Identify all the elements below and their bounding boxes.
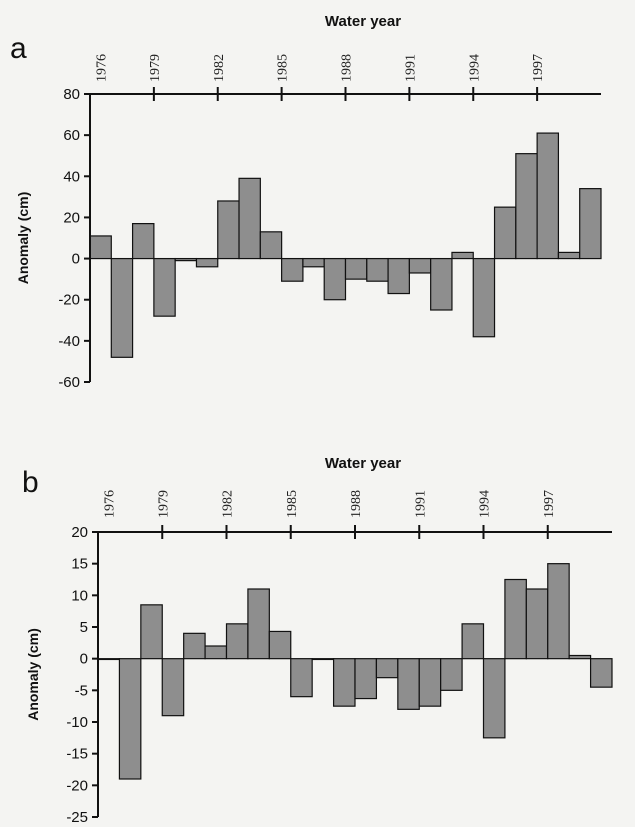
panel-b-y-tick-label--25: -25 (66, 809, 88, 826)
panel-a-x-tick-label-1991: 1991 (403, 54, 418, 82)
panel-a-y-tick-label-20: 20 (63, 209, 80, 226)
panel-a-bar-1993 (451, 251, 474, 260)
panel-a-bar-1987 (323, 257, 347, 301)
panel-b-bar-1980 (183, 632, 206, 660)
panel-a-x-tick-label-1985: 1985 (276, 54, 291, 82)
panel-b-bar-1997 (547, 563, 570, 660)
panel-b-y-tick-label-10: 10 (71, 587, 88, 604)
panel-b-y-tick-label--15: -15 (66, 746, 88, 763)
panel-a-y-tick-label-60: 60 (63, 127, 80, 144)
panel-b-label: b (22, 466, 39, 499)
panel-a-bar-1977 (110, 257, 134, 358)
panel-b-x-tick-label-1985: 1985 (285, 490, 300, 518)
panel-b-y-axis-title: Anomaly (cm) (25, 628, 41, 721)
panel-b-y-tick-label-15: 15 (71, 556, 88, 573)
panel-a-bar-1991 (408, 257, 432, 274)
panel-b-bar-1986 (311, 658, 335, 661)
panel-b-y-tick-label--5: -5 (75, 682, 88, 699)
panel-a-bar-1979 (153, 257, 176, 317)
panel-b-bar-1982 (225, 623, 249, 660)
panel-a-bar-1986 (302, 257, 325, 268)
panel-b-bar-1989 (375, 658, 399, 679)
panel-b-bar-1999 (589, 658, 613, 688)
panel-a-bar-1995 (493, 206, 517, 260)
panel-b-y-tick-label-20: 20 (71, 524, 88, 541)
panel-a-bar-1978 (131, 223, 155, 260)
panel-a-y-axis-title: Anomaly (cm) (15, 192, 31, 285)
panel-b-x-tick-label-1982: 1982 (221, 490, 236, 518)
panel-b-bar-1983 (247, 588, 270, 660)
panel-b-y-tick-label--20: -20 (66, 777, 88, 794)
panel-a-bar-1976 (89, 235, 112, 260)
panel-a-x-tick-label-1988: 1988 (340, 54, 355, 82)
panel-a-bar-1996 (515, 153, 538, 260)
panel-a-x-tick-label-1979: 1979 (148, 54, 163, 82)
panel-b-y-tick-label-0: 0 (80, 651, 88, 668)
panel-b-bar-1996 (525, 588, 549, 660)
panel-a-label: a (10, 32, 27, 65)
panel-b-x-tick-label-1997: 1997 (542, 490, 557, 518)
panel-a-y-tick-label-0: 0 (72, 251, 80, 268)
panel-b-bar-1987 (332, 658, 356, 707)
panel-b-bar-1978 (140, 604, 163, 660)
panel-a-x-axis-title: Water year (325, 13, 401, 30)
panel-a-bar-1980 (174, 257, 198, 262)
panel-a-y-tick-label-80: 80 (63, 86, 80, 103)
panel-a-y-tick-label--40: -40 (58, 333, 80, 350)
panel-a-bar-1985 (281, 257, 304, 282)
panel-b-bar-1985 (290, 658, 313, 698)
panel-b-bar-1979 (161, 658, 185, 717)
panel-b-bar-1992 (440, 658, 463, 691)
panel-a-y-tick-label--60: -60 (58, 374, 80, 391)
panel-a-x-tick-label-1994: 1994 (467, 54, 482, 82)
panel-b-x-tick-label-1994: 1994 (478, 490, 493, 518)
panel-a-bar-1983 (238, 177, 261, 260)
panel-a-bar-1989 (366, 257, 389, 282)
panel-b-bar-1984 (268, 630, 292, 660)
panel-b-bar-1988 (354, 658, 378, 700)
panel-b-bar-1998 (568, 654, 592, 660)
panel-b-x-tick-label-1976: 1976 (103, 490, 118, 518)
panel-b-bar-1977 (118, 658, 142, 780)
panel-a-bar-1997 (536, 132, 560, 260)
panel-a-bar-1998 (557, 251, 581, 260)
panel-b-y-tick-label-5: 5 (80, 619, 88, 636)
panel-b-x-tick-label-1991: 1991 (413, 490, 428, 518)
panel-b-bar-1994 (482, 658, 506, 739)
panel-b-bar-1993 (461, 623, 485, 660)
panel-a-bar-1982 (217, 200, 240, 260)
panel-b-x-tick-label-1979: 1979 (156, 490, 171, 518)
panel-a-bar-1990 (387, 257, 410, 295)
panel-a-bar-1999 (579, 188, 602, 260)
panel-b-x-tick-label-1988: 1988 (349, 490, 364, 518)
panel-a-y-tick-label-40: 40 (63, 168, 80, 185)
panel-a-x-tick-label-1997: 1997 (531, 54, 546, 82)
panel-a-bar-1984 (259, 231, 283, 260)
panel-b-bar-1981 (204, 645, 228, 660)
panel-a-x-tick-label-1976: 1976 (95, 54, 110, 82)
panel-b-bar-1995 (504, 578, 527, 660)
panel-a-x-tick-label-1982: 1982 (212, 54, 227, 82)
panel-b-bar-1976 (97, 658, 121, 661)
panel-b-y-tick-label--10: -10 (66, 714, 88, 731)
panel-a-bar-1994 (472, 257, 496, 338)
panel-a-bar-1992 (430, 257, 453, 311)
panel-b-bar-1990 (397, 658, 420, 710)
panel-a-bar-1981 (195, 257, 219, 268)
panel-a-y-tick-label--20: -20 (58, 292, 80, 309)
panel-b-x-axis-title: Water year (325, 455, 401, 472)
panel-a-bar-1988 (344, 257, 368, 280)
panel-b-bar-1991 (418, 658, 442, 707)
